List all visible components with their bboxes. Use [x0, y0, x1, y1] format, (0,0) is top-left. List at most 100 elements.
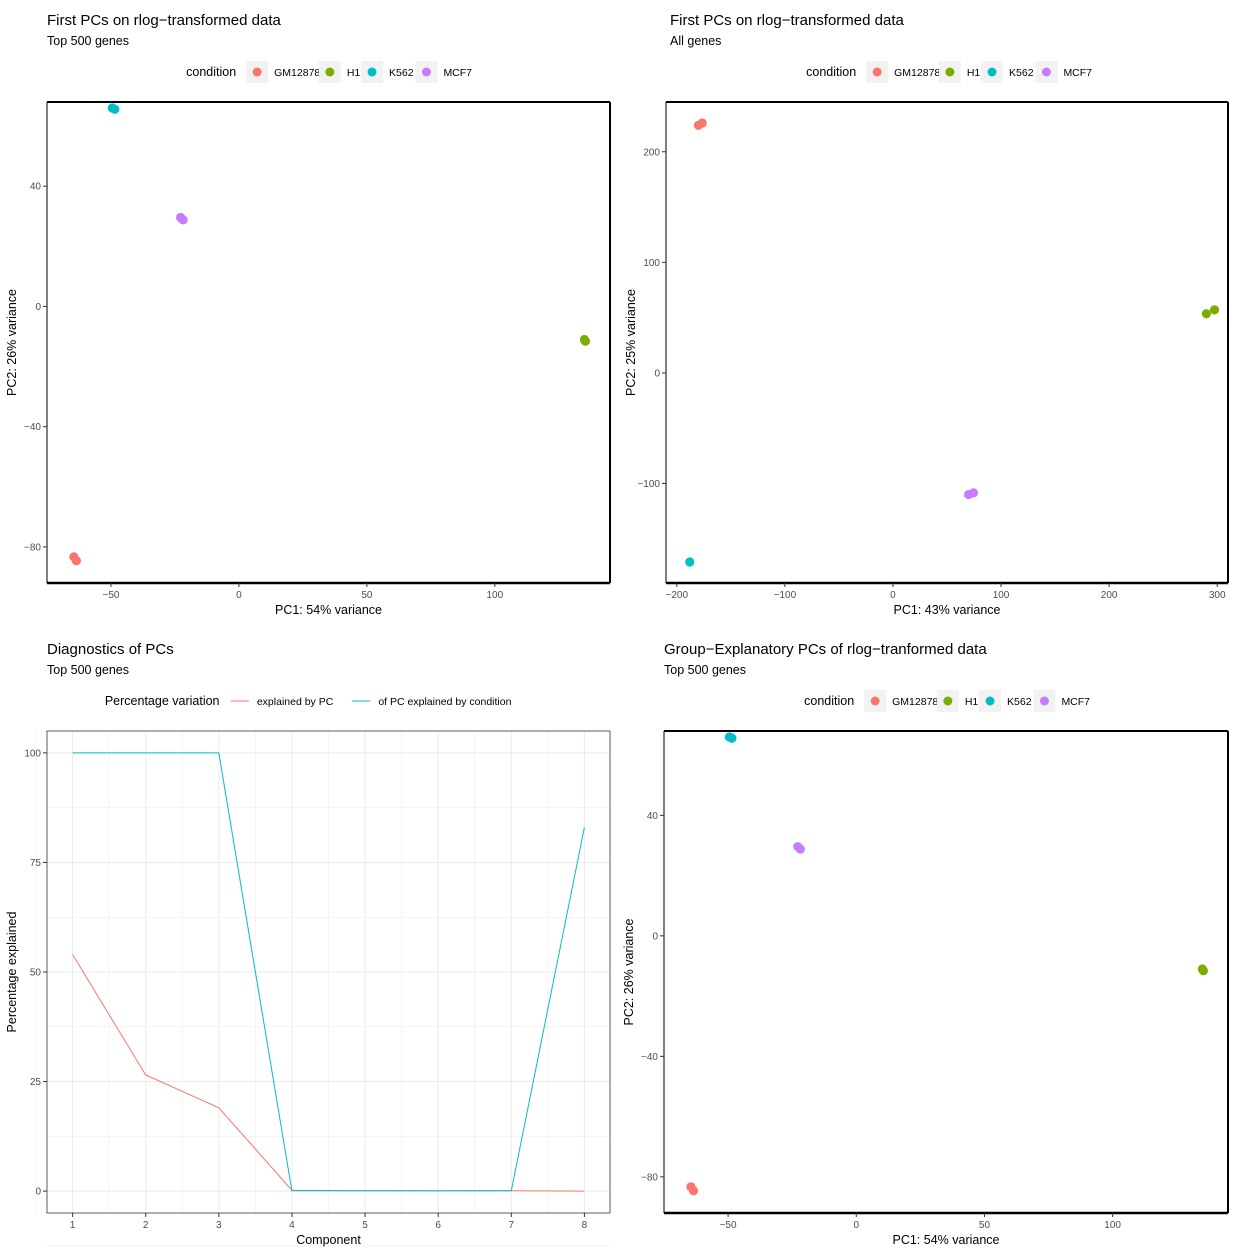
y-tick-label: −40 [641, 1052, 658, 1063]
chart-title: First PCs on rlog−transformed data [47, 12, 282, 29]
chart-subtitle: Top 500 genes [47, 34, 129, 48]
legend-entry: MCF7 [1033, 690, 1090, 712]
legend-label: of PC explained by condition [378, 696, 511, 708]
x-tick-label: −50 [102, 590, 119, 601]
x-axis-title: PC1: 43% variance [893, 603, 1000, 617]
legend-label: K562 [1009, 67, 1034, 79]
y-tick-label: 40 [30, 182, 42, 193]
x-tick-label: −50 [720, 1220, 737, 1231]
data-marks [685, 118, 1220, 567]
plot-area [665, 101, 1229, 585]
legend-entry: K562 [361, 61, 414, 83]
legend-entry: of PC explained by condition [352, 696, 512, 708]
plot-background [664, 731, 1228, 1213]
plot-area [35, 730, 611, 1247]
legend-title: Percentage variation [105, 694, 220, 708]
y-tick-label: 0 [654, 368, 660, 379]
point-h1 [580, 336, 591, 346]
x-tick-label: 1 [70, 1220, 76, 1231]
legend-entry: explained by PC [230, 696, 334, 708]
legend-label: H1 [965, 696, 979, 708]
y-tick-label: 50 [30, 968, 42, 979]
y-axis-title: PC2: 25% variance [624, 289, 638, 396]
x-tick-label: 4 [289, 1220, 295, 1231]
y-tick-label: 200 [643, 147, 660, 158]
y-tick-label: −100 [637, 479, 660, 490]
legend-entry: K562 [979, 690, 1032, 712]
y-axis-title: Percentage explained [5, 911, 19, 1032]
x-tick-label: 50 [979, 1220, 991, 1231]
legend-label: MCF7 [443, 67, 472, 79]
x-tick-label: 100 [1104, 1220, 1121, 1231]
x-tick-label: 0 [890, 590, 896, 601]
legend-label: H1 [347, 67, 361, 79]
axes: −200 −100 0 100 200 300 −100 0 100 200 PC1: 43% va… [624, 147, 1226, 617]
point-mcf7 [968, 488, 979, 498]
x-tick-label: 50 [361, 590, 373, 601]
x-tick-label: 200 [1101, 590, 1118, 601]
legend-title: condition [186, 65, 236, 79]
legend-title: condition [804, 694, 854, 708]
data-marks [69, 103, 591, 566]
x-tick-label: 100 [486, 590, 503, 601]
legend-label: K562 [389, 67, 414, 79]
legend-label: GM12878 [894, 67, 940, 79]
chart-subtitle: Top 500 genes [47, 663, 129, 677]
plot-background [47, 102, 610, 583]
legend-label: MCF7 [1063, 67, 1092, 79]
axes: 1 2 3 4 5 6 7 8 0 25 50 75 100 Component Percentage ex… [5, 748, 588, 1247]
legend-key-dot [943, 696, 953, 706]
legend-key-dot [987, 67, 997, 77]
x-axis-title: PC1: 54% variance [892, 1233, 999, 1247]
legend-entry: H1 [318, 61, 361, 83]
axes: −50 0 50 100 −80 −40 0 40 PC1: 54% variance PC2: … [622, 811, 1121, 1247]
y-tick-label: 25 [30, 1077, 42, 1088]
y-tick-label: −80 [24, 542, 41, 553]
plot-area [46, 101, 611, 585]
legend-key-dot [325, 67, 335, 77]
x-axis-title: PC1: 54% variance [275, 603, 382, 617]
y-tick-label: 100 [643, 258, 660, 269]
plot-background [666, 102, 1228, 583]
point-gm12878 [688, 1186, 699, 1196]
legend-entry: K562 [981, 61, 1034, 83]
point-mcf7 [795, 844, 805, 854]
legend-key-dot [252, 67, 262, 77]
point-k562 [685, 557, 695, 567]
x-tick-label: −200 [666, 590, 689, 601]
legend: condition GM12878 H1 K562 MCF7 [804, 690, 1090, 712]
legend-key-dot [870, 696, 880, 706]
point-h1 [1201, 309, 1211, 319]
x-tick-label: −100 [774, 590, 797, 601]
point-gm12878 [71, 556, 82, 566]
panel-p4: Group−Explanatory PCs of rlog−tranformed… [622, 641, 1229, 1247]
legend: condition GM12878 H1 K562 MCF7 [186, 61, 472, 83]
point-k562 [727, 733, 737, 743]
legend-label: explained by PC [257, 696, 334, 708]
plot-area [663, 730, 1229, 1215]
y-tick-label: 100 [24, 748, 41, 759]
legend-key-dot [421, 67, 431, 77]
legend-entry: MCF7 [1035, 61, 1092, 83]
legend-entry: GM12878 [866, 61, 940, 83]
legend-title: condition [806, 65, 856, 79]
x-tick-label: 7 [509, 1220, 515, 1231]
y-tick-label: 0 [35, 1187, 41, 1198]
y-tick-label: 0 [35, 302, 41, 313]
x-tick-label: 100 [993, 590, 1010, 601]
legend-label: GM12878 [274, 67, 320, 79]
legend-label: MCF7 [1061, 696, 1090, 708]
x-tick-label: 2 [143, 1220, 149, 1231]
legend-key-dot [985, 696, 995, 706]
legend-label: H1 [967, 67, 981, 79]
point-gm12878 [697, 118, 707, 128]
legend-entry: H1 [938, 61, 981, 83]
legend-entry: MCF7 [415, 61, 472, 83]
legend-label: GM12878 [892, 696, 938, 708]
series-line-explained-by-condition [72, 752, 585, 1192]
x-tick-label: 300 [1209, 590, 1226, 601]
data-marks [686, 732, 1208, 1196]
legend: Percentage variation explained by PC of PC… [105, 694, 512, 708]
chart-subtitle: Top 500 genes [664, 663, 746, 677]
